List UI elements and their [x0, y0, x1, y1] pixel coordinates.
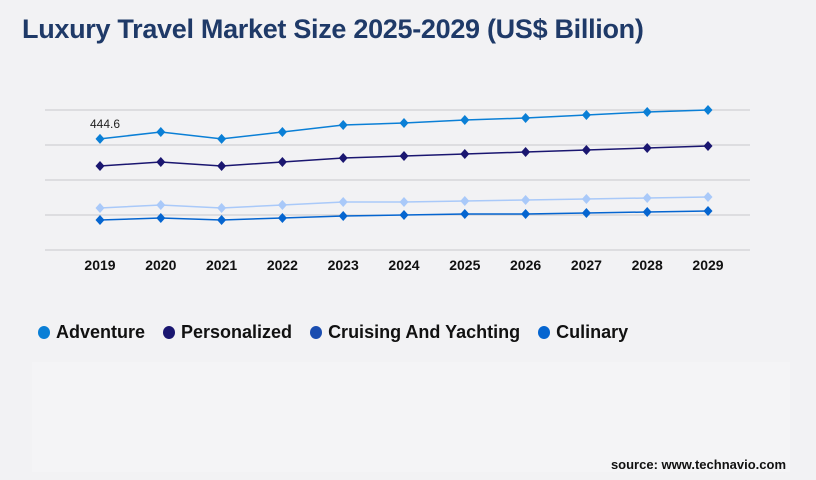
data-point: [703, 192, 713, 202]
data-point: [642, 207, 652, 217]
data-point: [156, 200, 166, 210]
x-tick-label: 2022: [267, 257, 298, 273]
data-point: [156, 213, 166, 223]
data-point: [338, 211, 348, 221]
legend-marker-icon: [38, 326, 50, 339]
x-tick-label: 2021: [206, 257, 237, 273]
data-point: [460, 115, 470, 125]
data-point: [338, 120, 348, 130]
data-point: [338, 197, 348, 207]
chart-title: Luxury Travel Market Size 2025-2029 (US$…: [22, 14, 644, 44]
data-point: [156, 157, 166, 167]
legend-marker-icon: [310, 326, 323, 339]
data-point: [338, 153, 348, 163]
source-text: source: www.technavio.com: [610, 457, 786, 472]
data-point: [277, 200, 287, 210]
data-point: [703, 105, 713, 115]
legend-marker-icon: [538, 326, 551, 339]
data-label: 444.6: [90, 117, 120, 131]
data-point: [581, 145, 591, 155]
legend-panel: [32, 362, 790, 472]
x-tick-label: 2029: [692, 257, 723, 273]
legend-label: Personalized: [181, 322, 293, 342]
data-point: [581, 194, 591, 204]
data-point: [95, 161, 105, 171]
data-point: [277, 157, 287, 167]
line-chart: 2019 2020 2021 2022 2023 2024 2025 2026 2027 2028…: [45, 105, 750, 273]
data-point: [703, 206, 713, 216]
x-tick-label: 2020: [145, 257, 176, 273]
data-point: [521, 209, 531, 219]
legend-label: Cruising And Yachting: [328, 322, 521, 342]
data-point: [399, 197, 409, 207]
data-point: [460, 209, 470, 219]
data-point: [277, 213, 287, 223]
data-point: [217, 203, 227, 213]
data-point: [581, 110, 591, 120]
legend-label: Adventure: [56, 322, 146, 342]
data-point: [277, 127, 287, 137]
data-point: [642, 193, 652, 203]
legend: Adventure Personalized Cruising And Yachti…: [38, 322, 628, 343]
data-point: [521, 195, 531, 205]
data-point: [521, 147, 531, 157]
data-point: [460, 149, 470, 159]
data-point: [217, 161, 227, 171]
x-tick-label: 2024: [388, 257, 419, 273]
data-point: [95, 203, 105, 213]
data-point: [399, 118, 409, 128]
data-point: [217, 133, 227, 144]
data-point: [460, 196, 470, 206]
x-tick-label: 2028: [632, 257, 663, 273]
x-tick-label: 2026: [510, 257, 541, 273]
legend-marker-icon: [163, 326, 176, 339]
data-point: [399, 151, 409, 161]
data-point: [95, 133, 105, 144]
x-tick-label: 2023: [328, 257, 359, 273]
legend-item: Personalized: [163, 322, 292, 343]
data-point: [95, 215, 105, 225]
data-point: [217, 215, 227, 225]
legend-item: Culinary: [538, 322, 628, 343]
data-point: [642, 143, 652, 153]
data-point: [399, 210, 409, 220]
legend-item: Cruising And Yachting: [310, 322, 520, 343]
data-point: [703, 141, 713, 151]
x-tick-label: 2019: [84, 257, 115, 273]
data-point: [521, 113, 531, 123]
data-point: [156, 127, 166, 137]
x-tick-label: 2025: [449, 257, 480, 273]
data-point: [581, 208, 591, 218]
legend-label: Culinary: [556, 322, 629, 342]
legend-item: Adventure: [38, 322, 145, 343]
data-point: [642, 107, 652, 117]
x-tick-label: 2027: [571, 257, 602, 273]
